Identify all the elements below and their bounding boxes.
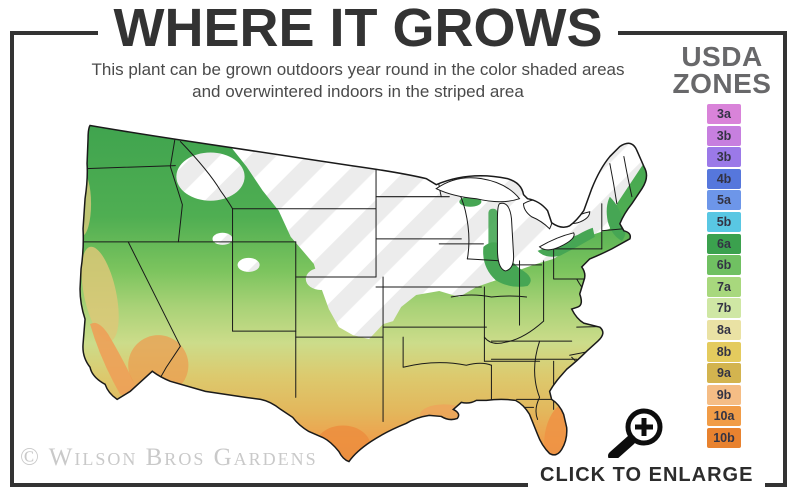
lake-erie — [538, 232, 575, 251]
map-socal-coast-orange — [90, 322, 143, 401]
zone-chip-10a-14: 10a — [707, 406, 741, 427]
map-wisconsin-green — [459, 196, 482, 207]
page-title: WHERE IT GROWS — [97, 0, 619, 57]
map-rockies-patch-2 — [327, 248, 350, 265]
zone-chip-3a-0: 3a — [707, 104, 741, 124]
map-central-valley-khaki — [81, 246, 119, 342]
map-oregon-coast-khaki — [80, 171, 92, 236]
header: WHERE IT GROWS This plant can be grown o… — [0, 0, 716, 104]
zone-chip-7a-8: 7a — [707, 276, 741, 297]
usda-heading-line1: USDA — [681, 41, 763, 72]
zone-chip-4b-3: 4b — [707, 168, 741, 189]
map-rockies-patch-1 — [305, 267, 336, 291]
us-zone-map — [79, 124, 648, 466]
zone-chip-6a-6: 6a — [707, 233, 741, 254]
us-outline — [79, 124, 648, 463]
click-to-enlarge-button[interactable]: CLICK TO ENLARGE — [528, 458, 766, 493]
zone-chip-8a-10: 8a — [707, 319, 741, 340]
usda-zone-list: 3a 3b 3b 4b 5a 5b 6a 6b 7a 7b 8a 8b 9a 9b 10a 10b — [707, 104, 741, 450]
zone-chip-5a-4: 5a — [707, 190, 741, 211]
us-zone-map-container — [70, 108, 662, 470]
zone-chip-6b-7: 6b — [707, 255, 741, 276]
zone-chip-5b-5: 5b — [707, 211, 741, 232]
usda-heading-line2: ZONES — [672, 67, 772, 99]
map-basin-patch-1 — [212, 232, 233, 245]
zone-chip-8b-11: 8b — [707, 341, 741, 362]
zone-chip-7b-9: 7b — [707, 298, 741, 319]
zone-chip-3b-1: 3b — [707, 125, 741, 146]
zone-chip-3b-2: 3b — [707, 147, 741, 168]
lake-superior — [435, 177, 521, 203]
subtitle-text: This plant can be grown outdoors year ro… — [78, 58, 638, 104]
watermark: © Wilson Bros Gardens — [20, 444, 318, 471]
magnifier-plus-icon[interactable] — [600, 404, 670, 462]
map-basin-patch-2 — [237, 257, 260, 272]
map-lakeshore-strip-green — [488, 208, 498, 261]
map-louisiana-coast-orange — [420, 404, 469, 425]
zone-chip-9b-13: 9b — [707, 384, 741, 405]
usda-zones-heading: USDA ZONES — [660, 41, 784, 99]
lake-michigan — [496, 202, 515, 272]
zone-chip-9a-12: 9a — [707, 363, 741, 384]
zone-chip-10b-15: 10b — [707, 427, 741, 448]
